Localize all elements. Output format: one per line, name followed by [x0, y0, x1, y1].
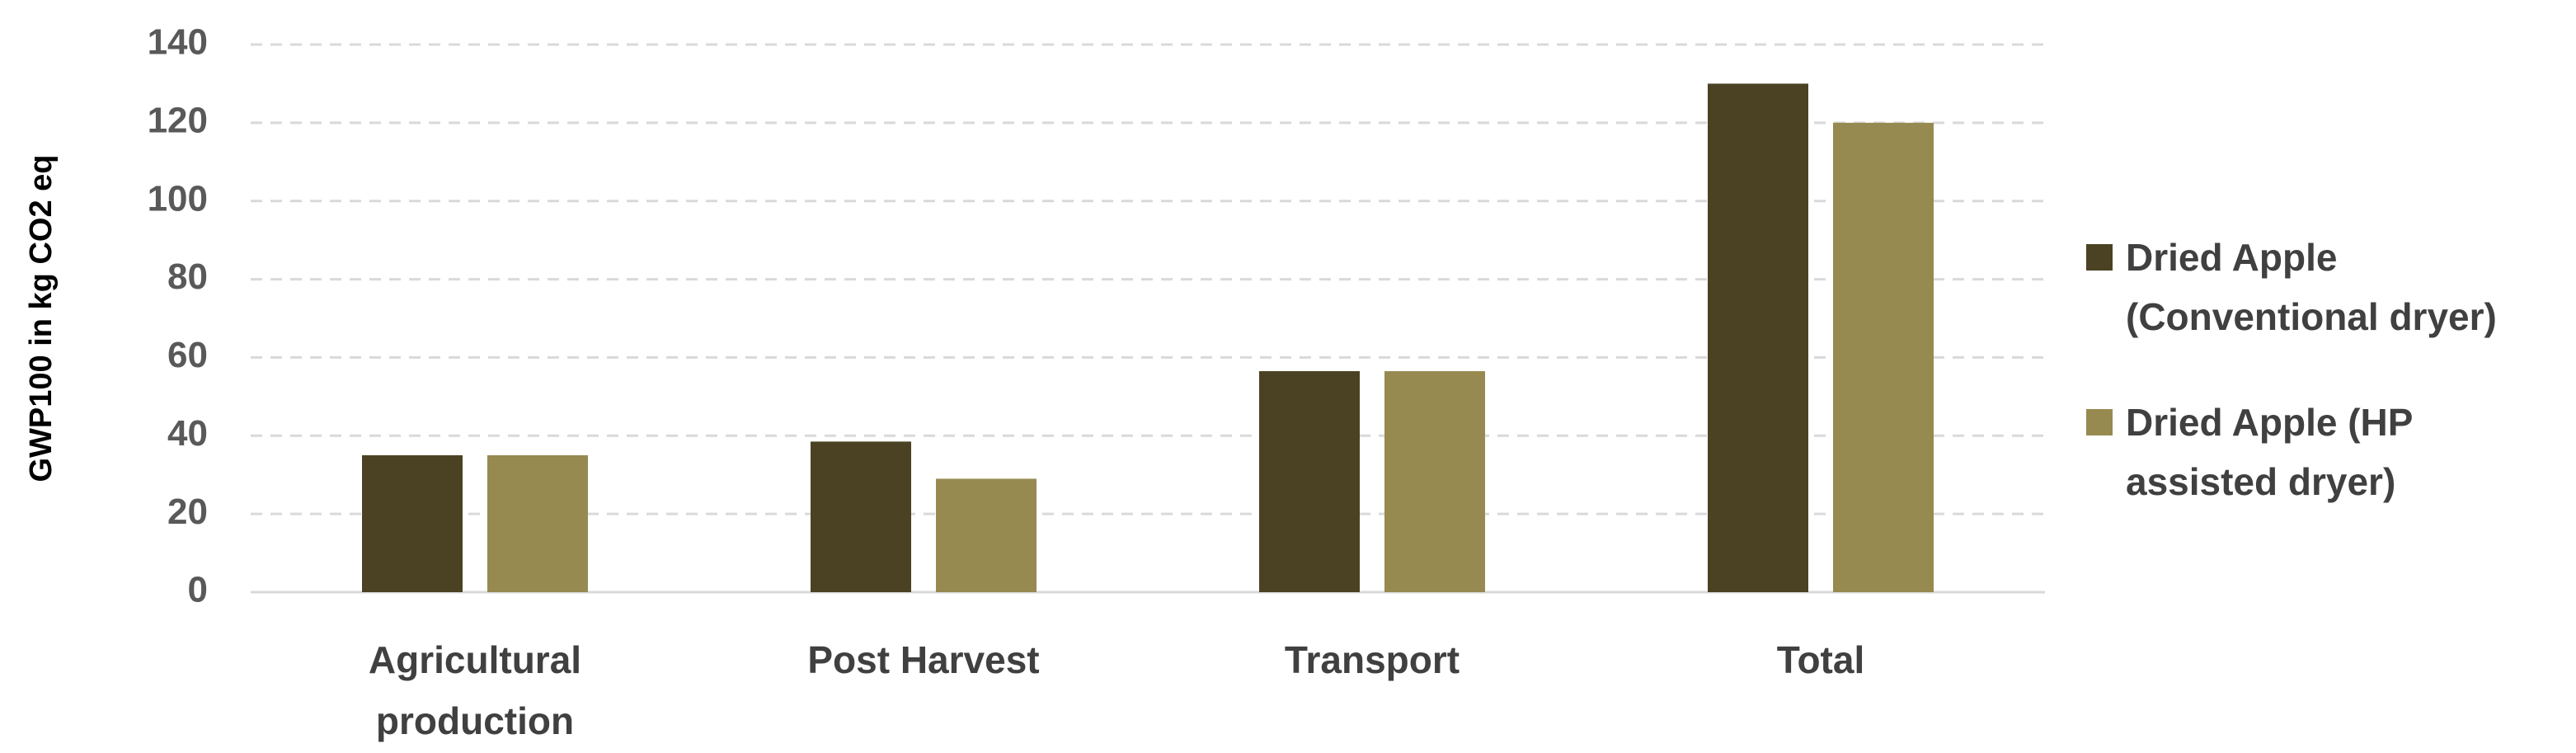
legend-label: Dried Apple (Conventional dryer) [2126, 236, 2497, 338]
x-tick-label: Transport [1284, 638, 1460, 681]
x-tick-label: Post Harvest [807, 638, 1040, 681]
bar [1259, 371, 1360, 592]
bar [487, 455, 588, 592]
y-tick-label: 80 [167, 256, 208, 297]
y-tick-label: 40 [167, 413, 208, 454]
x-tick-label: Agricultural production [368, 638, 582, 742]
x-tick-label: Total [1776, 638, 1865, 681]
legend-swatch [2086, 244, 2113, 271]
y-tick-label: 100 [148, 178, 208, 219]
y-tick-label: 140 [148, 22, 208, 63]
y-axis-title: GWP100 in kg CO2 eq [24, 155, 59, 482]
legend-swatch [2086, 409, 2113, 435]
y-tick-label: 120 [148, 100, 208, 140]
y-tick-label: 20 [167, 492, 208, 532]
bar [1384, 371, 1485, 592]
bar [1708, 83, 1808, 592]
bar [811, 441, 911, 592]
legend-label: Dried Apple (HP assisted dryer) [2126, 401, 2413, 503]
bar [1833, 122, 1934, 592]
bar [936, 478, 1037, 592]
y-tick-label: 0 [188, 570, 208, 610]
y-tick-label: 60 [167, 335, 208, 375]
bar [362, 455, 463, 592]
